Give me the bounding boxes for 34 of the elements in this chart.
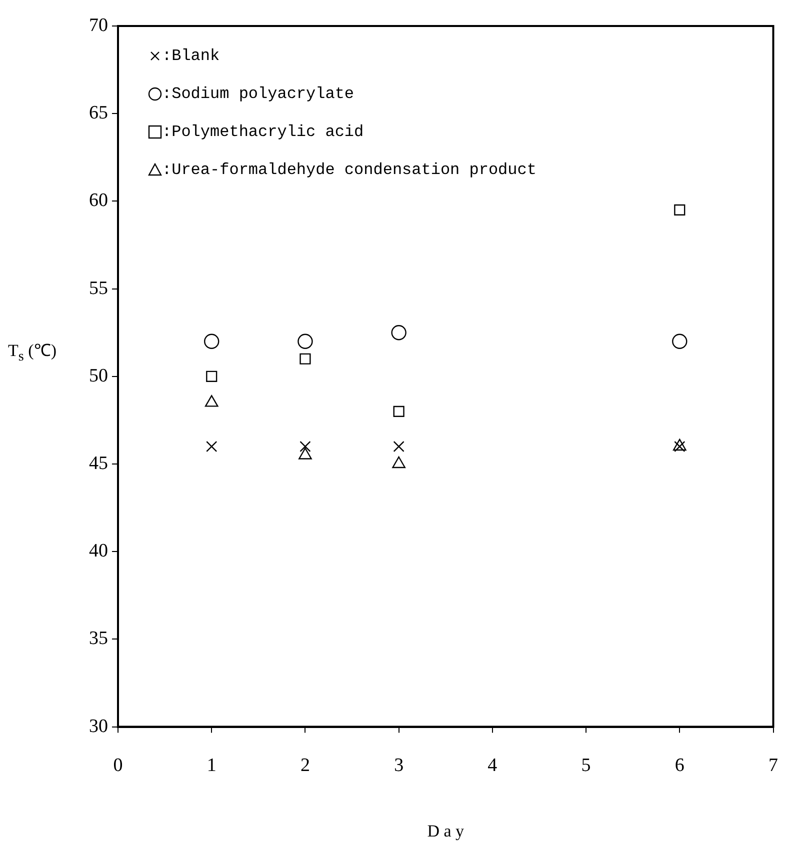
- y-tick-label: 70: [89, 14, 108, 36]
- point: [204, 334, 220, 349]
- x-tick-label: 7: [768, 755, 778, 776]
- legend-label: :Polymethacrylic acid: [162, 123, 364, 141]
- legend-label: :Blank: [162, 47, 220, 65]
- y-tick-label: 35: [89, 628, 108, 650]
- point: [674, 204, 686, 216]
- legend-label: :Urea-formaldehyde condensation product: [162, 161, 536, 179]
- point: [206, 440, 218, 452]
- x-tick-label: 5: [581, 755, 591, 776]
- point: [393, 440, 404, 452]
- point: [672, 334, 688, 349]
- x-tick-label: 0: [113, 755, 123, 776]
- x-tick-label: 6: [674, 755, 684, 776]
- x-tick-label: 2: [300, 755, 310, 776]
- y-tick-label: 40: [89, 540, 108, 562]
- point: [393, 406, 404, 417]
- point: [300, 353, 311, 364]
- x-tick-label: 3: [394, 755, 404, 776]
- y-axis-title: T$_{s}$ (℃): [8, 340, 56, 366]
- x-tick-label: 1: [206, 755, 216, 776]
- x-axis-title: D a y: [427, 821, 465, 840]
- point: [206, 370, 218, 382]
- y-tick-label: 65: [89, 102, 108, 124]
- y-tick-label: 60: [89, 190, 108, 212]
- y-tick-label: 30: [89, 716, 108, 737]
- y-tick-label: 45: [89, 452, 108, 474]
- point: [298, 334, 313, 349]
- point: [391, 325, 406, 340]
- x-tick-label: 4: [488, 755, 498, 776]
- legend-label: :Sodium polyacrylate: [162, 85, 354, 103]
- y-tick-label: 55: [89, 278, 108, 299]
- point: [300, 440, 311, 452]
- y-tick-label: 50: [89, 365, 108, 386]
